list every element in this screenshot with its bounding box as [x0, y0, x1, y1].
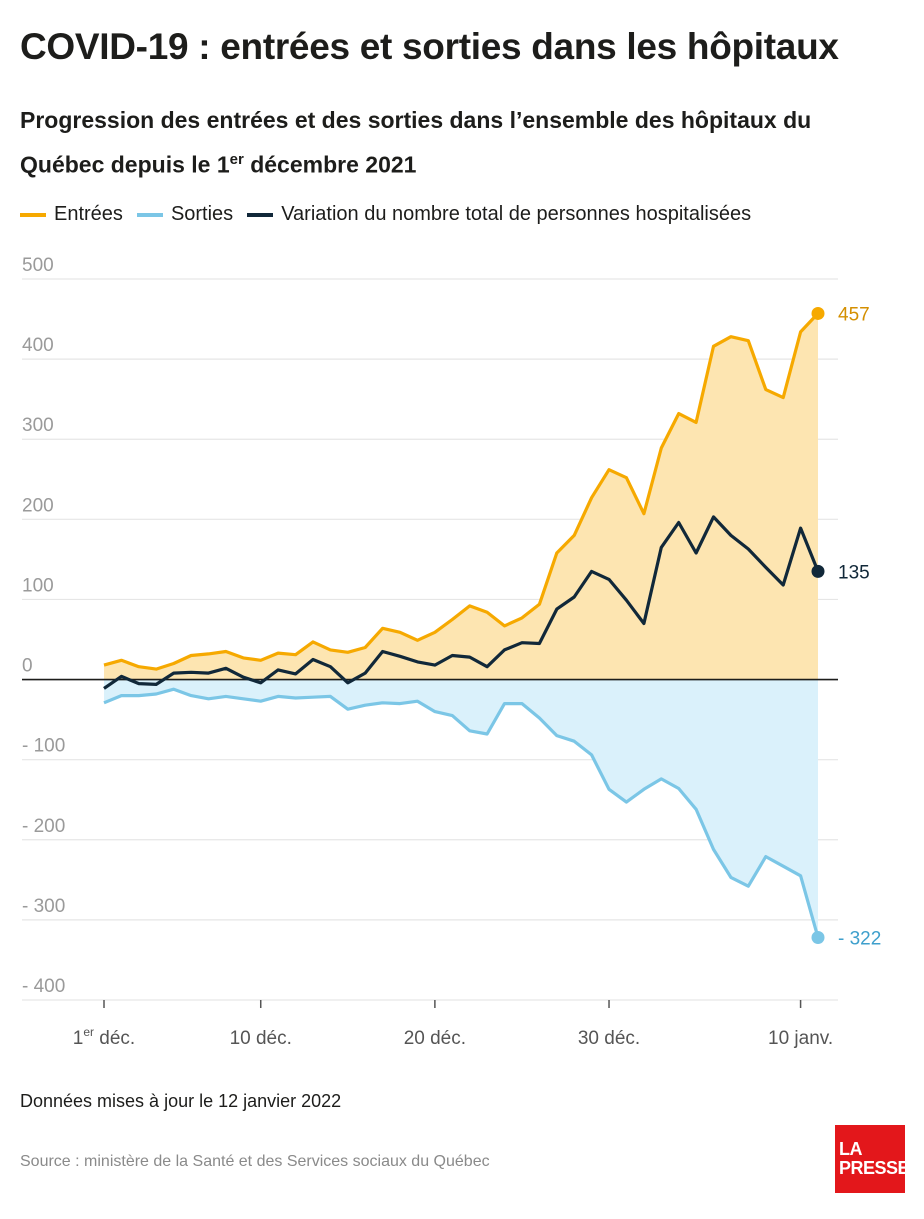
legend-swatch-entrees [20, 212, 46, 217]
area-layer [104, 313, 818, 938]
y-tick-label: 0 [22, 656, 33, 677]
area-sorties [104, 679, 818, 938]
end-point-entrees [811, 306, 825, 320]
y-tick-label: 100 [22, 575, 54, 596]
line-layer [103, 312, 820, 938]
logo-line-1: LA [839, 1139, 863, 1159]
x-tick-label: 30 déc. [578, 1028, 640, 1049]
end-point-sorties [811, 931, 825, 945]
y-tick-label: - 100 [22, 736, 65, 757]
source-note: Source : ministère de la Santé et des Se… [20, 1153, 490, 1170]
end-point-variation [811, 564, 825, 578]
y-tick-label: - 300 [22, 896, 65, 917]
subtitle-text: Progression des entrées et des sorties d… [20, 107, 812, 178]
legend-swatch-variation [247, 212, 274, 217]
area-entrees [104, 313, 818, 680]
legend-item-variation: Variation du nombre total de personnes h… [247, 203, 751, 226]
legend-label-entrees: Entrées [54, 203, 123, 225]
subtitle-superscript: er [229, 151, 244, 168]
la-presse-logo: LA PRESSE [835, 1125, 910, 1193]
y-tick-label: 200 [22, 495, 54, 516]
end-label-entrees: 457 [838, 304, 870, 325]
y-tick-label: - 400 [22, 976, 65, 997]
label-layer: 457 135 - 322 [838, 304, 881, 949]
x-tick-label: 10 janv. [768, 1028, 833, 1049]
end-label-sorties: - 322 [838, 929, 881, 950]
x-tick-label: 10 déc. [230, 1028, 292, 1049]
y-tick-label: 300 [22, 415, 54, 436]
chart-title: COVID-19 : entrées et sorties dans les h… [20, 26, 839, 67]
line-sorties [103, 687, 820, 938]
legend-item-sorties: Sorties [136, 203, 234, 226]
x-tick-label: 20 déc. [404, 1028, 466, 1049]
legend-swatch-sorties [136, 212, 163, 217]
logo-line-2: PRESSE [839, 1158, 910, 1178]
update-note: Données mises à jour le 12 janvier 2022 [20, 1091, 342, 1111]
x-tick-label: 1er déc. [73, 1025, 135, 1049]
line-chart: 457 135 - 322 500 400 300 200 100 0 - 100 - 200 - … [22, 255, 881, 1049]
line-entrees [103, 312, 820, 671]
y-tick-label: 500 [22, 255, 54, 276]
end-label-variation: 135 [838, 562, 870, 583]
point-layer [811, 306, 825, 945]
subtitle-text-end: décembre 2021 [243, 151, 417, 178]
legend-label-sorties: Sorties [170, 203, 234, 225]
legend-label-variation: Variation du nombre total de personnes h… [281, 203, 752, 225]
y-tick-label: 400 [22, 335, 54, 356]
y-tick-label: - 200 [22, 816, 65, 837]
line-variation [103, 515, 820, 690]
legend-item-entrees: Entrées [20, 203, 123, 226]
axis-layer: 500 400 300 200 100 0 - 100 - 200 - 300 - 400 1er … [22, 255, 833, 1049]
chart-legend: Entrées Sorties Variation du nombre tota… [20, 203, 765, 226]
chart-subtitle: Progression des entrées et des sorties d… [20, 100, 900, 185]
